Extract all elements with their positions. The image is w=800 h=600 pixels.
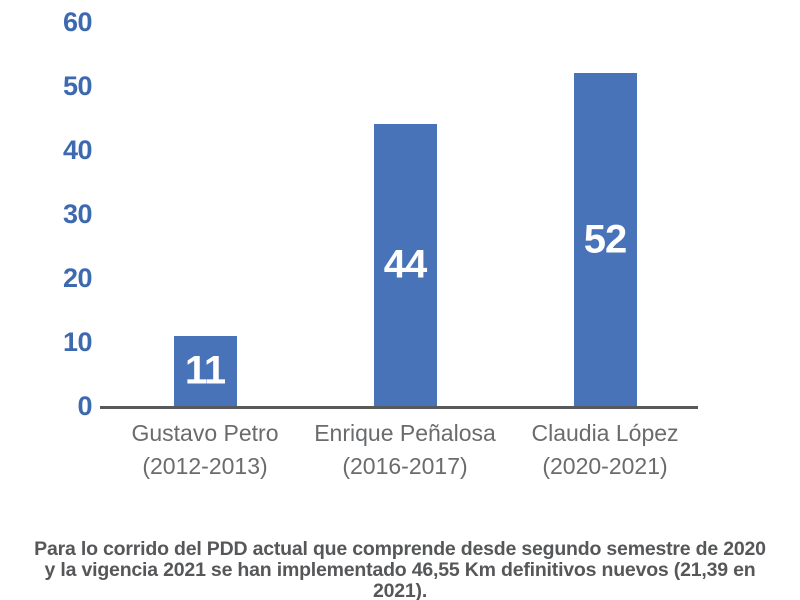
bar-value-label: 11 bbox=[184, 348, 226, 393]
bar-enrique-peñalosa: 44 bbox=[373, 124, 437, 406]
caption-line-1: Para lo corrido del PDD actual que compr… bbox=[34, 538, 766, 560]
chart-caption: Para lo corrido del PDD actual que compr… bbox=[28, 539, 772, 600]
x-axis-labels: Gustavo Petro (2012-2013) Enrique Peñalosa… bbox=[105, 419, 705, 480]
y-axis-tick-label: 60 bbox=[62, 7, 93, 37]
category-period: (2016-2017) bbox=[342, 453, 468, 479]
category-name: Enrique Peñalosa bbox=[314, 420, 496, 446]
x-axis-category: Claudia López (2020-2021) bbox=[505, 419, 705, 480]
bar-slot: 44 bbox=[305, 22, 505, 406]
bar-gustavo-petro: 11 bbox=[173, 336, 237, 406]
category-period: (2020-2021) bbox=[542, 453, 668, 479]
y-axis-tick-label: 50 bbox=[62, 71, 93, 101]
y-axis-tick-label: 0 bbox=[77, 391, 92, 421]
y-axis-tick-label: 40 bbox=[62, 135, 93, 165]
x-axis-line bbox=[100, 406, 698, 409]
y-axis-tick-label: 30 bbox=[62, 199, 93, 229]
bar-value-label: 44 bbox=[383, 242, 427, 287]
bar-slot: 52 bbox=[505, 22, 705, 406]
bar-claudia-lópez: 52 bbox=[573, 73, 637, 406]
x-axis-category: Gustavo Petro (2012-2013) bbox=[105, 419, 305, 480]
category-period: (2012-2013) bbox=[142, 453, 268, 479]
caption-line-2: y la vigencia 2021 se han implementado 4… bbox=[44, 559, 756, 600]
x-axis-category: Enrique Peñalosa (2016-2017) bbox=[305, 419, 505, 480]
category-name: Claudia López bbox=[531, 420, 679, 446]
bar-value-label: 52 bbox=[583, 217, 627, 261]
category-name: Gustavo Petro bbox=[131, 420, 279, 446]
bars-area: 11 44 52 bbox=[105, 22, 705, 406]
y-axis-tick-label: 10 bbox=[62, 327, 93, 357]
y-axis-tick-label: 20 bbox=[62, 263, 93, 293]
bar-slot: 11 bbox=[105, 22, 305, 406]
